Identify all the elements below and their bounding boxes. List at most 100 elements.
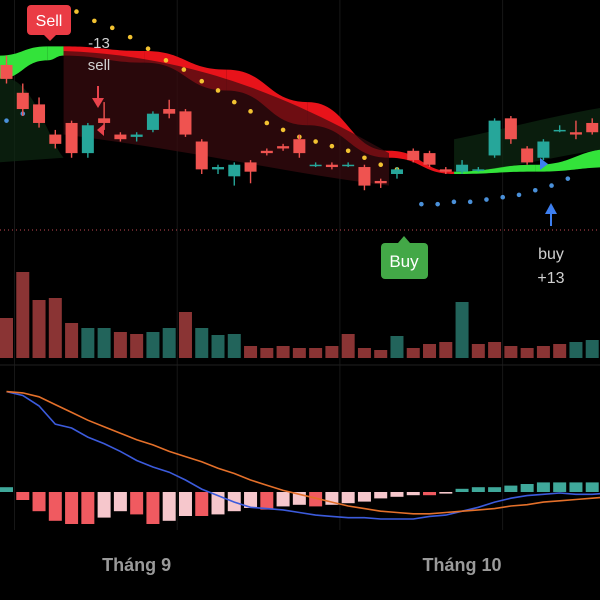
volume-bar [406,348,420,358]
candle-body [553,129,566,132]
buy-arrow-icon [545,203,557,214]
sar-dot [4,118,9,123]
candle-body [49,134,62,144]
volume-bar [32,300,46,358]
sar-dot [109,25,115,31]
trend-band-segment [454,164,536,174]
candle-body [98,118,111,123]
cloud-shade [454,108,600,172]
candle [16,83,29,116]
volume-bar [211,335,225,358]
candle-body [195,141,208,170]
volume-bar [374,350,388,358]
candle [81,122,94,158]
candle [260,148,273,156]
candle-body [325,164,338,168]
candle [146,111,159,133]
sar-dot [329,143,335,149]
candle-body [33,104,46,123]
sell-signal: Sell -13 sell [27,5,110,136]
candle [390,167,403,179]
candle [504,116,517,144]
candle [0,55,13,84]
sar-dot [419,201,424,207]
buy-badge-label: Buy [389,252,419,271]
histogram-bar [48,492,62,521]
candles [0,55,599,191]
buy-badge [381,243,428,279]
candle [33,97,46,128]
candle-body [537,141,550,158]
candle-body [0,64,13,79]
sell-badge [27,5,71,35]
candle [456,160,469,174]
sar-dot [435,201,440,207]
histogram-bar [455,488,469,492]
histogram-bar [16,492,30,500]
candle [244,160,257,184]
macd-line [6,390,600,520]
histogram-bar [178,492,192,516]
candle-body [114,134,127,140]
sell-label: sell [88,57,111,74]
sar-dot [549,183,554,188]
volume-bar [81,328,95,358]
candle-body [423,153,436,165]
candle-body [65,122,78,154]
histogram-bar [97,492,111,518]
cloud-shade [0,78,64,163]
candle [423,150,436,168]
candle [98,102,111,130]
histogram-bar [276,492,290,507]
candle-body [390,169,403,174]
histogram-bar [423,492,437,496]
candle [472,167,485,172]
x-axis-label: Tháng 10 [423,555,502,575]
volume-bar [146,332,160,358]
volume-bar [130,334,144,358]
histogram-bar [65,492,79,524]
candle [179,109,192,137]
candle [293,134,306,158]
volume-bar [260,348,274,358]
volume-bar [423,344,437,358]
volume-bar [504,346,518,358]
candle-body [163,109,176,114]
volume-bar [276,346,290,358]
volume-bar [309,348,323,358]
sar-dot [484,197,489,202]
candle [553,125,566,133]
candle [537,139,550,161]
signal-markers: Sell -13 sell Buy buy +13 [27,5,565,287]
candle-body [81,125,94,154]
candle-body [504,118,517,140]
volume-bar [341,334,355,358]
volume-bar [227,334,241,358]
candle-body [342,164,355,167]
candle [521,146,534,165]
histogram-bar [162,492,176,521]
candle-body [569,132,582,135]
sell-badge-label: Sell [36,13,63,30]
candle-body [212,167,225,170]
candle [130,132,143,142]
sar-dot [378,162,384,168]
candle [325,162,338,170]
histogram-bar [195,492,209,516]
sar-dot [181,67,187,72]
sell-arrow-icon [92,98,104,108]
sar-dot [163,58,169,63]
volume-bar [390,336,404,358]
volume-bar [536,346,550,358]
candle-body [277,146,290,149]
candle-body [244,162,257,172]
histogram-bar [341,492,355,504]
candle [358,164,371,191]
x-axis-label: Tháng 9 [102,555,171,575]
histogram-bar [585,482,599,492]
histogram-bar [553,482,567,492]
volume-bar [65,323,79,358]
volume-bar [16,272,30,358]
